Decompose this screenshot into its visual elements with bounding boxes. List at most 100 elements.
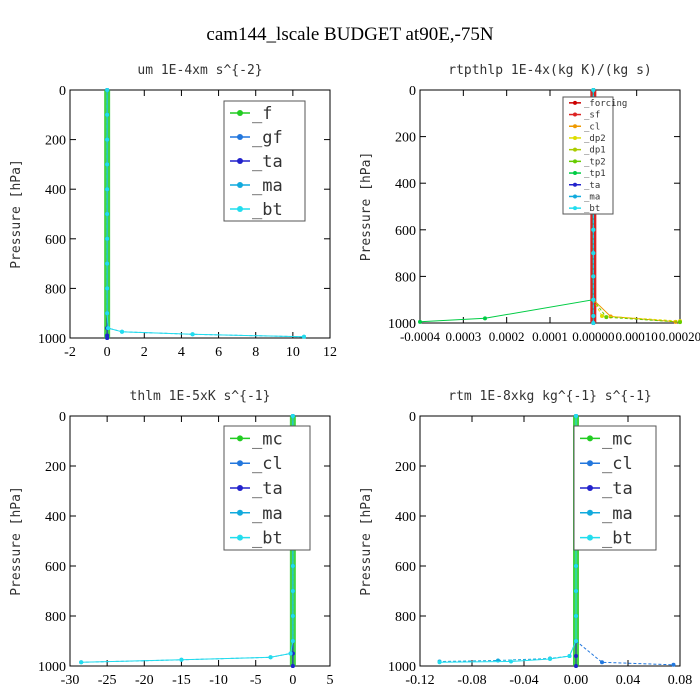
x-tick-label: -5 [250, 673, 262, 688]
legend-marker [573, 194, 577, 199]
legend-label: _mc [252, 429, 283, 449]
x-tick-label: 4 [178, 345, 185, 360]
legend-label: _bt [602, 529, 633, 549]
legend-label: _ta [252, 152, 283, 172]
y-tick-label: 0 [59, 84, 66, 99]
panel-3: thlm 1E-5xK s^{-1} Pressure [hPa] 0 200 400 6… [9, 389, 334, 688]
x-tick-label: 0.0002 [489, 329, 525, 344]
data-point [600, 314, 604, 319]
x-tick-label: 5 [327, 673, 334, 688]
y-tick-label: 200 [45, 460, 66, 475]
legend-marker [573, 159, 577, 164]
data-point [105, 162, 110, 167]
legend-label: _cl [602, 454, 633, 474]
y-tick-label: 200 [45, 134, 66, 149]
y-tick-label: 0 [409, 84, 416, 99]
legend-label: _bt [584, 204, 600, 214]
panel-1: um 1E-4xm s^{-2} Pressure [hPa] 0 200 400 600… [9, 63, 337, 360]
data-point [302, 334, 306, 339]
y-tick-label: 800 [395, 270, 416, 285]
legend-marker [237, 110, 243, 116]
legend-marker [573, 171, 577, 176]
legend-marker [587, 435, 593, 442]
legend-label: _ta [252, 479, 283, 499]
data-point [290, 614, 295, 618]
panel-title: thlm 1E-5xK s^{-1} [130, 389, 271, 404]
legend-label: _cl [584, 122, 600, 132]
data-point [591, 314, 596, 319]
data-point [574, 654, 578, 658]
series-line-ma [439, 416, 577, 662]
x-tick-label: -0.08 [457, 673, 486, 688]
legend-marker [237, 206, 243, 212]
y-tick-label: 200 [395, 460, 416, 475]
legend-label: _dp1 [584, 146, 606, 156]
x-tick-label: 0.08 [668, 673, 693, 688]
plot-frame [69, 415, 331, 667]
data-point [290, 564, 295, 568]
legend-marker [587, 509, 593, 516]
legend-marker [237, 460, 243, 467]
panel-2: rtpthlp 1E-4x(kg K)/(kg s) Pressure [hPa]… [359, 63, 700, 344]
y-axis-label: Pressure [hPa] [9, 159, 24, 269]
legend-label: _ta [602, 479, 633, 499]
data-point [105, 336, 110, 340]
data-point [105, 261, 110, 266]
legend-label: _cl [252, 454, 283, 474]
y-axis-label: Pressure [hPa] [9, 486, 24, 596]
y-tick-label: 600 [45, 560, 66, 575]
x-tick-label: 10 [286, 345, 300, 360]
legend-marker [573, 147, 577, 152]
y-tick-label: 0 [59, 410, 66, 425]
y-tick-label: 1000 [38, 660, 66, 675]
data-point [288, 651, 293, 656]
data-point [105, 236, 110, 241]
data-point [290, 589, 295, 593]
legend-label: _tp2 [584, 157, 606, 167]
legend-marker [573, 100, 577, 105]
panel-title: rtm 1E-8xkg kg^{-1} s^{-1} [448, 389, 652, 404]
x-tick-label: 0.00000 [572, 329, 614, 344]
y-axis-label: Pressure [hPa] [359, 486, 374, 596]
data-point [105, 212, 110, 216]
y-tick-label: 400 [395, 510, 416, 525]
x-tick-label: 0 [104, 345, 111, 360]
y-tick-label: 400 [45, 510, 66, 525]
x-tick-label: 0.0001 [532, 329, 568, 344]
legend-marker [237, 158, 243, 164]
data-point [574, 414, 578, 418]
y-tick-label: 400 [395, 177, 416, 192]
data-point [600, 660, 604, 665]
legend-box [562, 96, 614, 215]
data-point [574, 614, 578, 618]
plot-frame [419, 89, 681, 324]
data-point [418, 319, 422, 324]
y-tick-label: 800 [395, 610, 416, 625]
legend-marker [573, 112, 577, 117]
y-tick-label: 600 [395, 560, 416, 575]
legend-marker [573, 206, 577, 211]
legend-label: _dp2 [584, 134, 606, 144]
data-point [190, 332, 195, 337]
data-point [591, 321, 596, 325]
data-point [437, 660, 442, 665]
y-tick-label: 800 [45, 610, 66, 625]
y-tick-label: 0 [409, 410, 416, 425]
data-point [105, 286, 110, 291]
legend-label: _ma [252, 176, 283, 196]
y-tick-label: 1000 [388, 317, 416, 332]
data-point [105, 137, 110, 142]
legend-label: _bt [252, 529, 283, 549]
data-point [105, 311, 110, 316]
legend-label: _ma [584, 192, 600, 202]
data-point [591, 88, 596, 92]
legend-marker [237, 485, 243, 491]
legend-marker [573, 182, 577, 187]
data-point [105, 187, 110, 192]
x-tick-label: 6 [215, 345, 222, 360]
x-tick-label: 2 [141, 345, 148, 360]
data-point [591, 274, 596, 279]
data-point [567, 654, 572, 658]
legend-label: _sf [584, 111, 600, 121]
